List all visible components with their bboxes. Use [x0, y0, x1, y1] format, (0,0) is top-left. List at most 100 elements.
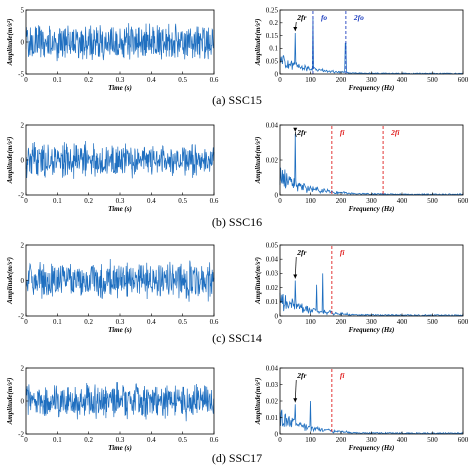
figure-caption: (d) SSC17	[212, 451, 262, 465]
annotation-label: 2fr	[296, 13, 306, 22]
spectrum-panel-x-tick-label: 600	[458, 436, 469, 444]
frequency-spectrum-panel: fi 2fi 2fr 0 100 200 300 400 500 600 0.04 0.02 0 Freq…	[254, 121, 469, 213]
time-panel-x-tick-label: 0.6	[210, 197, 219, 205]
spectrum-panel-y-tick-label: 0.04	[266, 121, 279, 129]
spectrum-panel-x-tick-label: 300	[366, 318, 377, 326]
spectrum-panel-x-tick-label: 100	[305, 76, 316, 84]
spectrum-panel-x-axis-label: Frequency (Hz)	[349, 326, 395, 334]
spectrum-panel-y-axis-label: Amplitude(m/s²)	[254, 137, 262, 185]
frequency-spectrum-panel: fi 2fr 0 100 200 300 400 500 600 0.04 0.03 0.02 0.01…	[254, 364, 469, 452]
time-panel-y-tick-label: 2	[21, 241, 25, 249]
spectrum-panel-x-tick-label: 0	[278, 318, 282, 326]
spectrum-panel-x-tick-label: 600	[458, 197, 469, 205]
spectrum-panel-y-tick-label: 0.05	[266, 241, 279, 249]
spectrum-panel-y-tick-label: 0.02	[266, 284, 279, 292]
annotation-label: 2fr	[296, 248, 306, 257]
time-panel-y-axis-label: Amplitude(m/s²)	[6, 19, 14, 67]
spectrum-panel-y-tick-label: 0	[275, 191, 279, 199]
time-signal-trace	[25, 259, 215, 302]
time-panel-y-tick-label: -2	[18, 191, 24, 199]
time-panel-x-tick-label: 0	[24, 76, 28, 84]
spectrum-panel-x-tick-label: 500	[427, 197, 438, 205]
frequency-spectrum-panel: fi 2fr 0 100 200 300 400 500 600 0.05 0.04 0.03 0.02…	[254, 241, 469, 334]
spectrum-panel-y-tick-label: 0.02	[266, 156, 279, 164]
spectrum-panel-y-axis-label: Amplitude(m/s²)	[254, 378, 262, 426]
frequency-marker-label: fo	[321, 13, 327, 22]
spectrum-panel-x-tick-label: 500	[427, 436, 438, 444]
spectrum-panel-y-tick-label: 0	[275, 430, 279, 438]
spectrum-panel-x-tick-label: 400	[397, 436, 408, 444]
spectrum-panel-x-tick-label: 300	[366, 76, 377, 84]
time-panel-y-tick-label: -5	[18, 70, 24, 78]
spectrum-panel-y-tick-label: 0.04	[266, 256, 279, 264]
spectrum-panel-y-tick-label: 0.03	[266, 270, 279, 278]
time-panel-y-tick-label: 2	[21, 364, 25, 372]
time-panel-x-tick-label: 0.4	[147, 318, 156, 326]
spectrum-panel-x-tick-label: 400	[397, 197, 408, 205]
spectrum-trace	[279, 17, 464, 75]
time-panel-x-tick-label: 0.6	[210, 436, 219, 444]
spectrum-panel-x-tick-label: 0	[278, 76, 282, 84]
spectrum-panel-y-tick-label: 0	[275, 312, 279, 320]
time-panel-x-tick-label: 0.3	[116, 318, 125, 326]
spectrum-panel-y-tick-label: 0.04	[266, 364, 279, 372]
time-panel-y-tick-label: 0	[21, 397, 25, 405]
spectrum-panel-x-tick-label: 100	[305, 436, 316, 444]
frequency-marker-label: 2fo	[353, 13, 364, 22]
spectrum-panel-y-tick-label: 0.05	[266, 58, 279, 66]
spectrum-panel-x-tick-label: 200	[336, 76, 347, 84]
annotation-label: 2fr	[296, 128, 306, 137]
spectrum-panel-x-tick-label: 600	[458, 76, 469, 84]
time-signal-trace	[25, 141, 215, 179]
spectrum-panel-y-tick-label: 0.25	[266, 6, 279, 14]
figure-caption: (c) SSC14	[212, 331, 262, 345]
spectrum-panel-x-tick-label: 500	[427, 76, 438, 84]
spectrum-panel-x-tick-label: 0	[278, 436, 282, 444]
spectrum-panel-x-tick-label: 200	[336, 318, 347, 326]
spectrum-panel-x-tick-label: 400	[397, 318, 408, 326]
time-panel-x-tick-label: 0.6	[210, 76, 219, 84]
time-panel-y-tick-label: 0	[21, 277, 25, 285]
frequency-marker-label: fi	[340, 371, 345, 380]
spectrum-panel-x-tick-label: 100	[305, 318, 316, 326]
spectrum-panel-x-tick-label: 100	[305, 197, 316, 205]
spectrum-panel-y-tick-label: 0.1	[269, 45, 278, 53]
time-panel-x-axis-label: Time (s)	[108, 326, 132, 334]
spectrum-panel-y-tick-label: 0	[275, 70, 279, 78]
time-panel-x-axis-label: Time (s)	[108, 205, 132, 213]
annotation-arrow-head	[293, 127, 298, 132]
time-signal-trace	[25, 23, 215, 62]
time-panel-x-tick-label: 0.3	[116, 197, 125, 205]
time-panel-y-axis-label: Amplitude(m/s²)	[6, 137, 14, 185]
time-panel-x-tick-label: 0.2	[84, 318, 93, 326]
time-panel-y-tick-label: 0	[21, 156, 25, 164]
annotation-arrow-head	[293, 398, 298, 403]
spectrum-panel-axes-box	[279, 244, 464, 317]
time-panel-x-tick-label: 0.1	[53, 436, 62, 444]
spectrum-panel-x-tick-label: 300	[366, 197, 377, 205]
spectrum-panel-axes: 0 100 200 300 400 500 600 0.04 0.03 0.02 0.01 0 Freq…	[254, 364, 469, 452]
time-panel-x-tick-label: 0.1	[53, 76, 62, 84]
time-panel-y-tick-label: -2	[18, 430, 24, 438]
spectrum-panel-axes: 0 100 200 300 400 500 600 0.25 0.2 0.15 0.1 0.05 0 Fr…	[254, 6, 469, 92]
spectrum-panel-x-axis-label: Frequency (Hz)	[349, 84, 395, 92]
spectrum-panel-x-axis-label: Frequency (Hz)	[349, 205, 395, 213]
frequency-marker-label: fi	[340, 128, 345, 137]
spectrum-panel-x-axis-label: Frequency (Hz)	[349, 444, 395, 452]
time-panel-x-tick-label: 0	[24, 318, 28, 326]
annotation-arrow-head	[293, 274, 298, 279]
spectrum-panel-x-tick-label: 200	[336, 197, 347, 205]
spectrum-panel-axes-box	[279, 9, 464, 75]
spectrum-trace	[279, 273, 464, 317]
time-panel-y-tick-label: 5	[21, 6, 25, 14]
spectrum-panel-x-tick-label: 500	[427, 318, 438, 326]
